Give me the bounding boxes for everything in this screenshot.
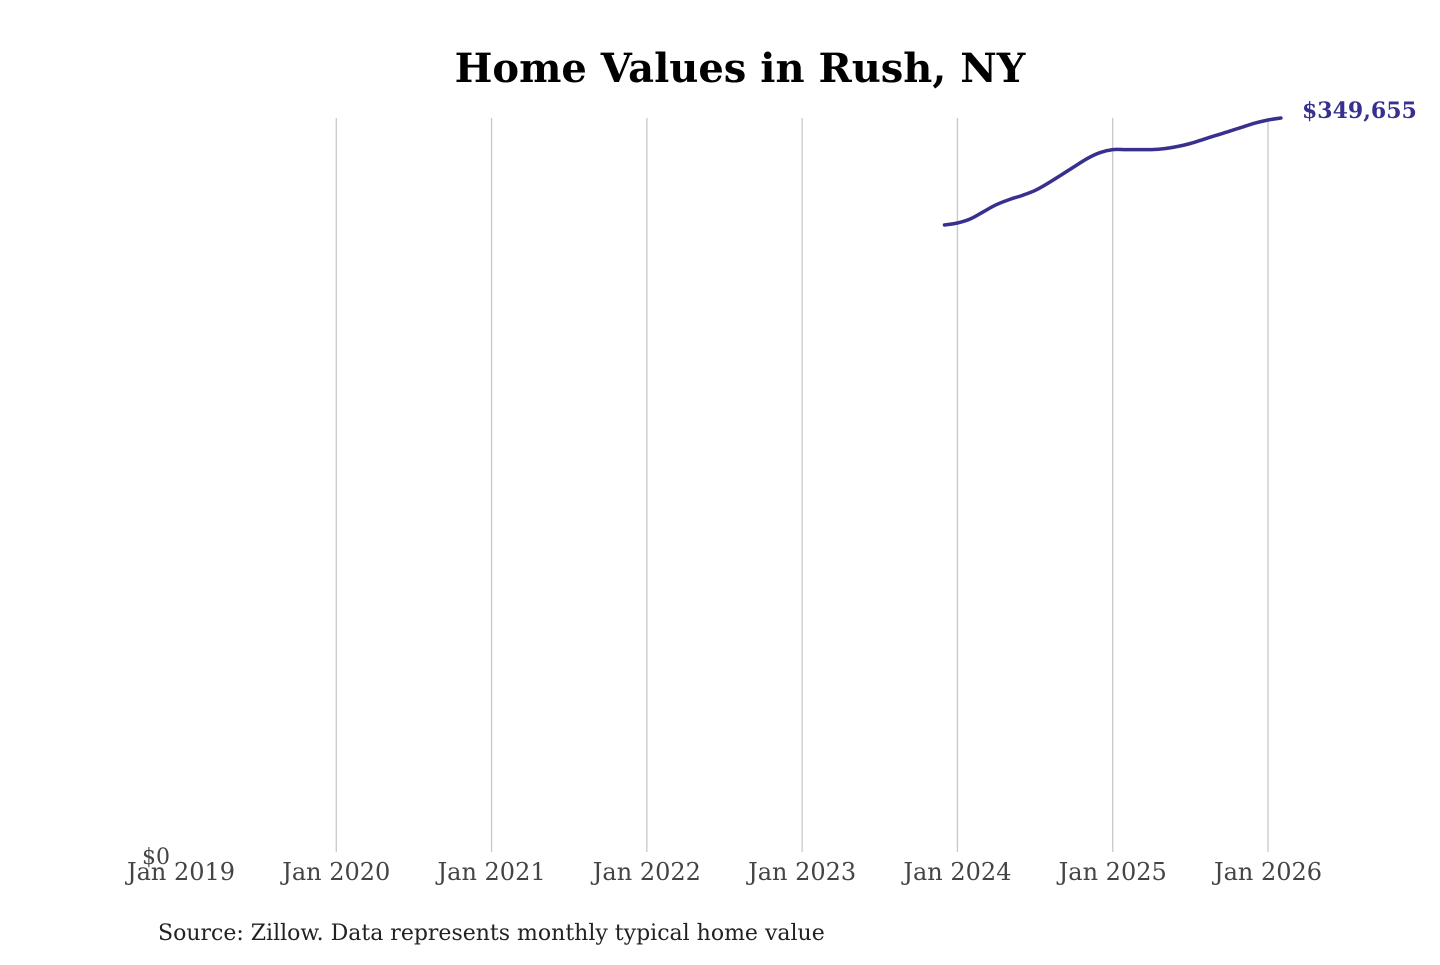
series [942, 116, 1283, 227]
gridlines [335, 118, 1269, 852]
x-tick-label: Jan 2024 [900, 858, 1011, 886]
x-tick-label: Jan 2022 [590, 858, 701, 886]
x-tick-label: Jan 2026 [1211, 858, 1322, 886]
end-value-label: $349,655 [1302, 98, 1417, 124]
x-tick-label: Jan 2025 [1056, 858, 1167, 886]
x-tick-label: Jan 2020 [279, 858, 390, 886]
y-tick-label: $0 [142, 845, 170, 870]
x-tick-label: Jan 2023 [745, 858, 856, 886]
x-tick-label: Jan 2019 [124, 858, 235, 886]
home-value-line [942, 116, 1283, 227]
chart-title: Home Values in Rush, NY [455, 45, 1026, 92]
x-tick-label: Jan 2021 [435, 858, 546, 886]
source-note: Source: Zillow. Data represents monthly … [158, 921, 825, 946]
x-axis: Jan 2019 Jan 2020 Jan 2021 Jan 2022 Jan 2023… [124, 858, 1322, 886]
